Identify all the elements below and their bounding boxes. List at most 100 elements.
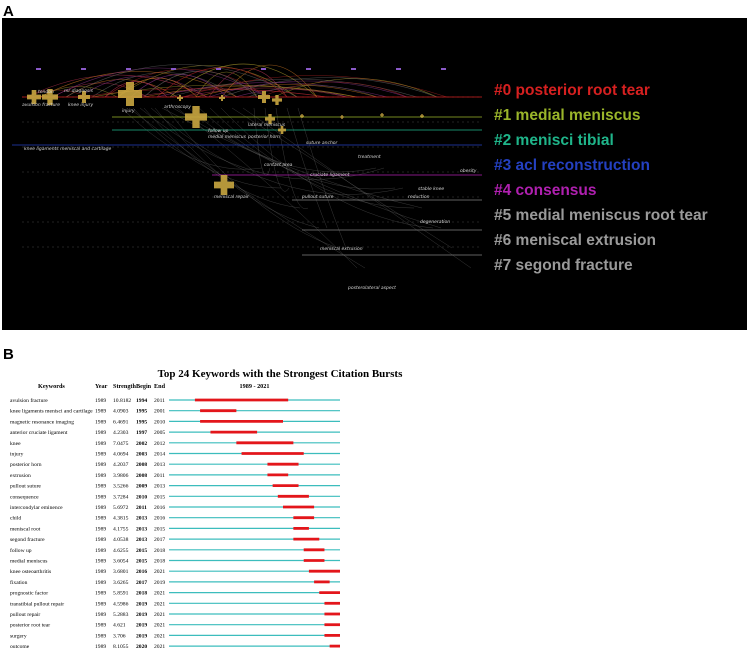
year-cell: 1989 — [95, 633, 106, 639]
begin-cell: 2003 — [136, 452, 147, 458]
table-row: prognostic factor 1989 5.8591 2018 2021 — [10, 590, 340, 597]
link-arc — [52, 67, 268, 98]
strength-cell: 6.4691 — [113, 419, 129, 425]
keyword-cell: intercondylar eminence — [10, 505, 63, 511]
end-cell: 2021 — [154, 612, 165, 618]
begin-cell: 2020 — [136, 644, 147, 650]
cluster-label-1: #1 medial meniscus — [494, 107, 640, 124]
strength-cell: 3.6801 — [113, 569, 129, 575]
keyword-cell: pullout repair — [10, 612, 40, 618]
strength-cell: 4.2303 — [113, 430, 129, 436]
keyword-cell: segond fracture — [10, 536, 45, 543]
node-label: degeneration — [420, 219, 450, 225]
timeline-year-tick — [306, 68, 311, 70]
node-label: reduction — [408, 194, 430, 200]
link-arc — [128, 107, 366, 269]
cluster-label-5: #5 medial meniscus root tear — [494, 207, 708, 224]
link-arc — [242, 107, 472, 269]
node-label: posterior horn — [247, 134, 280, 140]
end-cell: 2021 — [154, 623, 165, 629]
strength-cell: 5.8591 — [113, 591, 129, 597]
keyword-cell: magnetic resonance imaging — [10, 419, 74, 425]
table-row: avulsion fracture 1989 10.8182 1994 2011 — [10, 397, 340, 404]
end-cell: 2013 — [154, 484, 165, 490]
network-node — [42, 89, 58, 106]
link-arc — [132, 107, 282, 189]
network-node — [265, 114, 276, 125]
begin-cell: 1994 — [136, 398, 147, 404]
link-arc — [39, 71, 238, 98]
year-cell: 1989 — [95, 580, 106, 586]
strength-cell: 4.3815 — [113, 516, 129, 522]
year-cell: 1989 — [95, 462, 106, 468]
begin-cell: 2016 — [136, 569, 147, 575]
link-arc — [165, 107, 339, 249]
begin-cell: 1995 — [136, 419, 147, 425]
strength-cell: 4.0903 — [113, 409, 129, 415]
cluster-label-3: #3 acl reconstruction — [494, 157, 650, 174]
link-arc — [139, 107, 385, 180]
begin-cell: 2009 — [136, 484, 147, 490]
begin-cell: 2013 — [136, 537, 147, 543]
network-node — [78, 91, 90, 103]
table-row: surgery 1989 3.706 2019 2021 — [10, 633, 340, 639]
end-cell: 2019 — [154, 580, 165, 586]
network-node — [185, 106, 207, 128]
table-row: medial meniscus 1989 3.6054 2015 2018 — [10, 559, 340, 565]
year-cell: 1989 — [95, 548, 106, 554]
strength-cell: 4.1755 — [113, 526, 129, 532]
begin-cell: 2018 — [136, 591, 147, 597]
table-row: pullout suture 1989 3.5266 2009 2013 — [10, 484, 340, 490]
year-cell: 1989 — [95, 591, 106, 597]
strength-cell: 5.2883 — [113, 612, 129, 618]
end-cell: 2021 — [154, 644, 165, 650]
year-cell: 1989 — [95, 644, 106, 650]
year-cell: 1989 — [95, 612, 106, 618]
end-cell: 2014 — [154, 452, 165, 458]
strength-cell: 4.621 — [113, 623, 126, 629]
keyword-cell: knee ligaments menisci and cartilage — [10, 409, 93, 415]
end-cell: 2018 — [154, 559, 165, 565]
keyword-cell: posterior horn — [10, 462, 42, 468]
node-label: tendon — [38, 89, 54, 95]
begin-cell: 2013 — [136, 516, 147, 522]
cluster-lines — [12, 96, 482, 256]
keyword-cell: follow up — [10, 547, 32, 554]
link-arc — [121, 107, 263, 170]
year-cell: 1989 — [95, 623, 106, 629]
timeline-year-tick — [81, 68, 86, 70]
node-label: stable knee — [418, 186, 444, 192]
end-cell: 2010 — [154, 419, 165, 425]
end-cell: 2011 — [154, 398, 165, 404]
node-label: meniscal extrusion — [320, 246, 363, 252]
table-row: outcome 1989 8.1055 2020 2021 — [10, 644, 340, 650]
cluster-label-7: #7 segond fracture — [494, 257, 633, 274]
end-cell: 2005 — [154, 430, 165, 436]
node-label: medial meniscus — [208, 134, 247, 140]
begin-cell: 2015 — [136, 548, 147, 554]
network-node — [118, 82, 142, 106]
timeline-year-tick — [126, 68, 131, 70]
node-label: mr diagnosis — [64, 88, 94, 94]
keyword-cell: anterior cruciate ligament — [10, 430, 68, 436]
begin-cell: 1995 — [136, 409, 147, 415]
node-labels: tendon avulsion fracture mr diagnosis knee … — [22, 88, 477, 291]
end-cell: 2012 — [154, 441, 165, 447]
keyword-cell: prognostic factor — [10, 590, 48, 597]
keyword-cell: consequence — [10, 494, 39, 500]
begin-cell: 1997 — [136, 430, 147, 436]
link-arc — [198, 107, 396, 190]
keyword-cell: child — [10, 516, 21, 522]
keyword-cell: medial meniscus — [10, 559, 47, 565]
timeline-year-tick — [36, 68, 41, 70]
network-background-lines — [22, 96, 482, 248]
table-row: anterior cruciate ligament 1989 4.2303 1997… — [10, 430, 340, 436]
strength-cell: 3.6265 — [113, 580, 129, 586]
link-arc — [208, 68, 288, 98]
strength-cell: 5.6972 — [113, 505, 129, 511]
table-row: consequence 1989 3.7284 2010 2015 — [10, 494, 340, 500]
network-node — [177, 95, 183, 101]
year-cell: 1989 — [95, 537, 106, 543]
year-cell: 1989 — [95, 430, 106, 436]
strength-cell: 4.5986 — [113, 601, 129, 607]
